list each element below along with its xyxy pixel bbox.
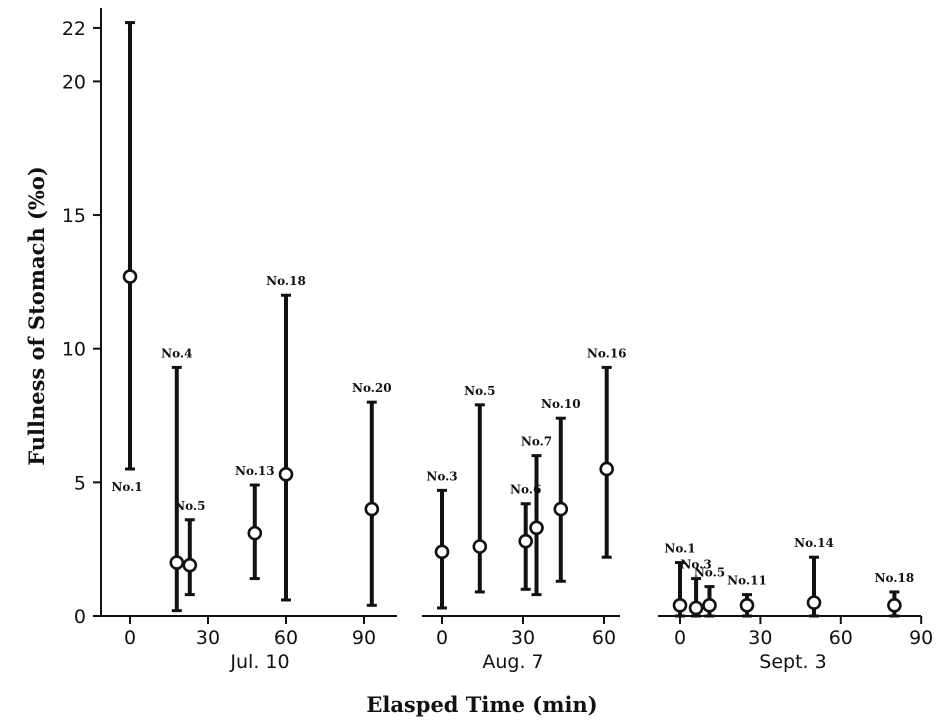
y-tick-label: 20	[62, 71, 86, 93]
x-tick-label: 30	[511, 627, 535, 649]
y-tick-label: 15	[62, 205, 86, 227]
data-point-label: No.13	[235, 464, 275, 478]
data-point-label: No.3	[680, 558, 711, 572]
x-tick-label: 90	[352, 627, 376, 649]
data-point-label: No.1	[111, 480, 142, 494]
panel-date-label: Jul. 10	[229, 651, 289, 673]
data-point	[739, 598, 755, 613]
x-tick-label: 90	[909, 627, 933, 649]
data-point-label: No.1	[664, 542, 695, 556]
data-point-label: No.18	[266, 274, 306, 288]
y-axis-label: Fullness of Stomach (%o)	[24, 166, 49, 466]
x-tick-label: 30	[748, 627, 772, 649]
x-tick-label: 0	[124, 627, 136, 649]
data-point	[599, 461, 615, 477]
y-tick-label: 22	[62, 18, 86, 40]
data-point	[529, 520, 544, 536]
data-point	[169, 555, 185, 570]
data-point	[122, 269, 138, 284]
data-point-label: No.14	[794, 536, 834, 550]
data-point	[518, 533, 534, 549]
x-tick-label: 0	[436, 627, 448, 649]
data-point-label: No.10	[541, 397, 581, 411]
panel-0: 0 30 60 90 Jul. 10 No.1 No.4 No.5 No.13 No.18 No.2…	[101, 21, 397, 673]
data-point	[182, 557, 198, 573]
data-point-label: No.18	[875, 571, 915, 585]
data-point	[472, 539, 488, 554]
y-tick-group: 0 5 10 15 20 22	[62, 18, 101, 628]
x-tick-label: 30	[196, 627, 220, 649]
data-point	[553, 501, 569, 517]
y-axis-group: 0 5 10 15 20 22 Fullness of Stomach (%o)	[24, 8, 102, 628]
data-point-label: No.5	[694, 566, 725, 580]
data-point-label: No.3	[426, 469, 457, 483]
data-point-label: No.11	[727, 574, 767, 588]
y-tick-label: 0	[74, 606, 86, 628]
data-point-label: No.5	[464, 384, 495, 398]
x-tick-label: 60	[592, 627, 616, 649]
data-point	[688, 600, 704, 616]
data-point	[702, 598, 717, 613]
y-tick-label: 10	[62, 339, 86, 361]
panel-date-label: Sept. 3	[759, 651, 826, 673]
data-point-label: No.4	[161, 346, 192, 360]
x-tick-label: 0	[674, 627, 686, 649]
x-tick-label: 60	[829, 627, 853, 649]
data-point-label: No.16	[587, 346, 627, 360]
data-point	[278, 467, 294, 482]
panel-1: 0 30 60 Aug. 7 No.3 No.5 No.6 No.7 No.10 No.16	[422, 346, 627, 673]
data-point	[247, 525, 263, 541]
panel-2: 0 30 60 90 Sept. 3 No.1 No.3No.5No.11 No.14 No.1…	[658, 536, 933, 673]
data-point-label: No.6	[510, 483, 541, 497]
data-point	[434, 544, 450, 560]
data-point	[672, 598, 688, 613]
data-point	[887, 598, 902, 613]
y-tick-label: 5	[74, 472, 86, 494]
panel-date-label: Aug. 7	[482, 651, 543, 673]
x-tick-label: 60	[274, 627, 298, 649]
data-point-label: No.5	[174, 499, 205, 513]
data-point	[806, 595, 822, 610]
data-point-label: No.20	[352, 381, 392, 395]
panel-group: 0 30 60 90 Jul. 10 No.1 No.4 No.5 No.13 No.18 No.2…	[101, 21, 933, 673]
data-point-label: No.7	[521, 435, 552, 449]
data-point	[364, 501, 380, 517]
x-axis-label: Elasped Time (min)	[366, 692, 597, 717]
